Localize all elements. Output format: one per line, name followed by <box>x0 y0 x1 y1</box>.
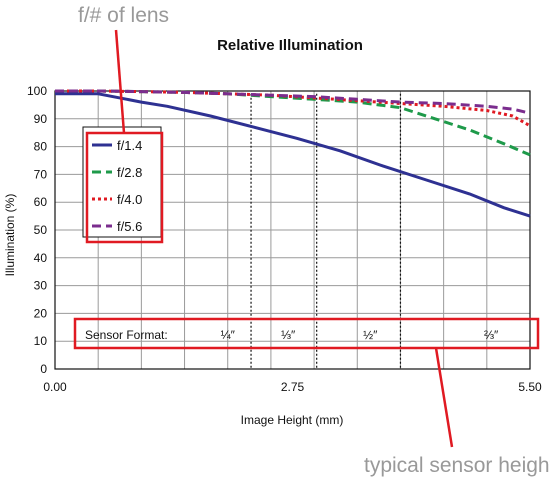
legend-label: f/4.0 <box>117 192 142 207</box>
y-tick-label: 40 <box>34 251 48 265</box>
series-line-f40 <box>55 89 531 128</box>
tick-labels: 0 10 20 30 40 50 60 70 80 90 100 0.00 2.75 5.50 <box>27 84 542 394</box>
sensor-format-callout-box <box>73 317 540 350</box>
series-line-f56 <box>55 89 531 115</box>
y-tick-label: 70 <box>34 167 48 181</box>
sensor-format-size-label: ¼″ <box>221 328 236 342</box>
lens-callout-text: f/# of lens <box>78 4 169 27</box>
y-tick-label: 50 <box>34 223 48 237</box>
series-line-f14 <box>55 92 531 218</box>
lens-callout-line <box>114 29 126 134</box>
y-tick-label: 80 <box>34 140 48 154</box>
sensor-callout-text: typical sensor heights <box>364 454 550 477</box>
x-tick-label: 2.75 <box>281 380 305 394</box>
sensor-format-size-label: ⅔″ <box>484 328 499 342</box>
series-layer <box>55 89 531 218</box>
y-axis-label: Illumination (%) <box>3 194 17 277</box>
legend-label: f/5.6 <box>117 219 142 234</box>
plot-frame <box>54 90 531 370</box>
y-tick-label: 100 <box>27 84 47 98</box>
legend: f/1.4 f/2.8 f/4.0 f/5.6 <box>82 126 162 238</box>
chart-title: Relative Illumination <box>217 37 363 54</box>
y-tick-label: 10 <box>34 334 48 348</box>
sensor-format-band: Sensor Format: ¼″ ⅓″ ½″ ⅔″ <box>73 317 540 350</box>
sensor-format-label: Sensor Format: <box>85 328 168 342</box>
lens-callout-box <box>85 131 164 244</box>
x-tick-label: 5.50 <box>518 380 542 394</box>
y-tick-label: 30 <box>34 279 48 293</box>
x-axis-label: Image Height (mm) <box>241 413 344 427</box>
y-tick-label: 90 <box>34 112 48 126</box>
y-tick-label: 0 <box>40 362 47 376</box>
x-tick-label: 0.00 <box>43 380 67 394</box>
grid-layer <box>55 91 530 369</box>
sensor-callout-line <box>434 347 454 448</box>
legend-label: f/2.8 <box>117 165 142 180</box>
sensor-format-size-label: ½″ <box>363 328 378 342</box>
y-tick-label: 20 <box>34 306 48 320</box>
sensor-format-size-label: ⅓″ <box>281 328 296 342</box>
sensor-height-lines <box>250 93 402 369</box>
y-tick-label: 60 <box>34 195 48 209</box>
legend-label: f/1.4 <box>117 138 142 153</box>
